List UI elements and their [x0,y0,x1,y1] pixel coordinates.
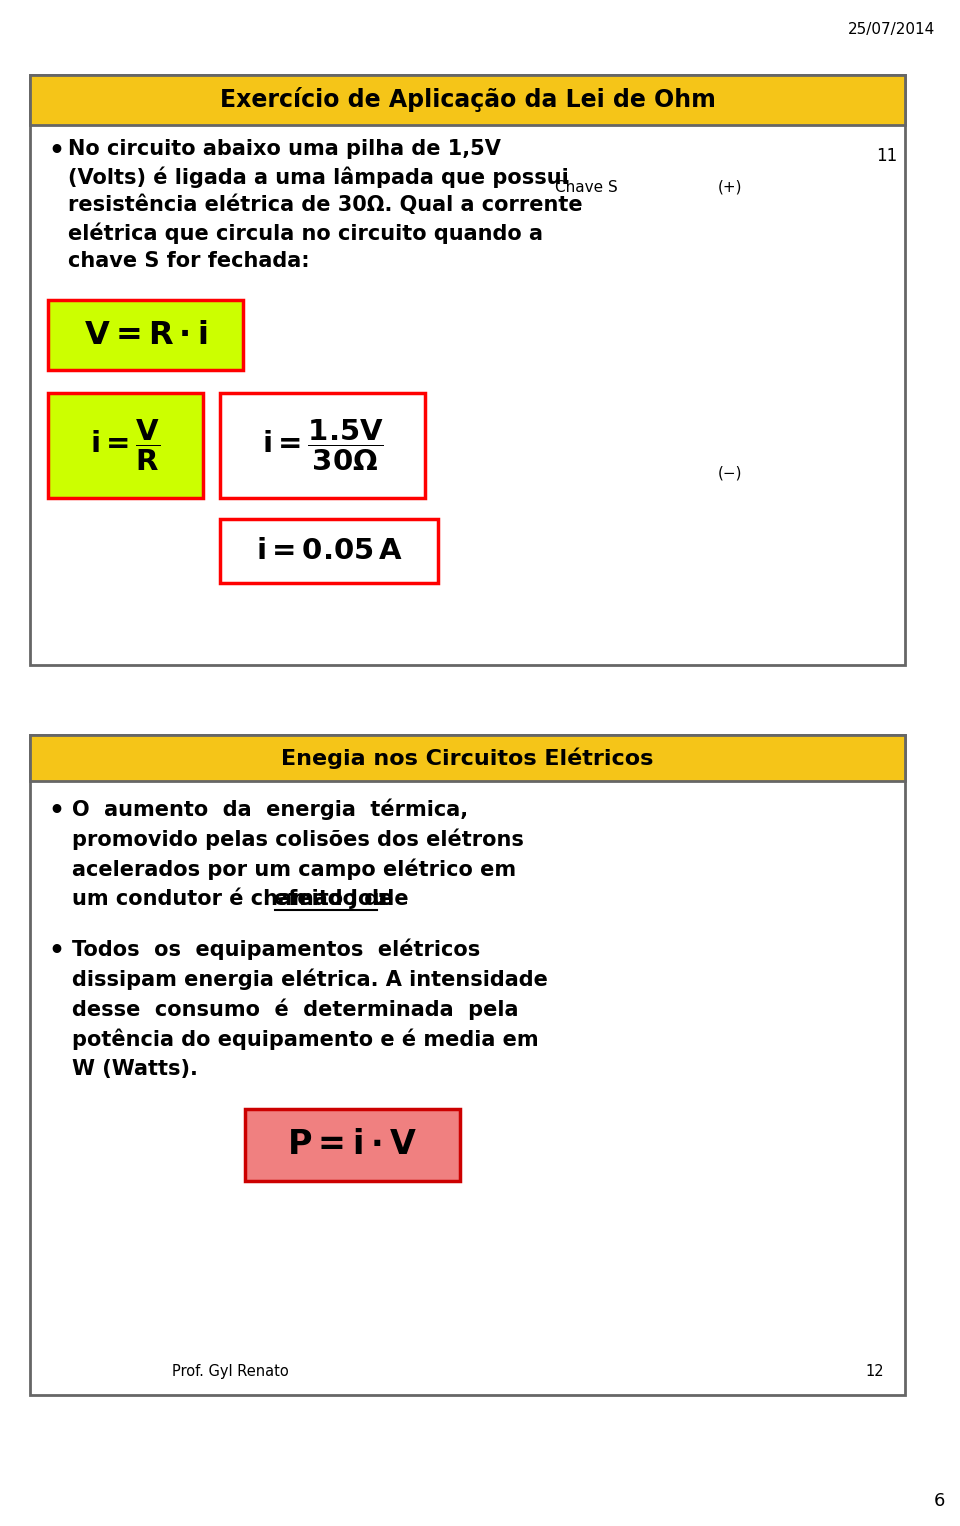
Text: Chave S: Chave S [555,180,617,195]
FancyBboxPatch shape [30,75,905,125]
Text: No circuito abaixo uma pilha de 1,5V: No circuito abaixo uma pilha de 1,5V [68,139,501,159]
Text: Todos  os  equipamentos  elétricos: Todos os equipamentos elétricos [72,938,480,960]
FancyBboxPatch shape [48,301,243,369]
Text: O  aumento  da  energia  térmica,: O aumento da energia térmica, [72,800,468,821]
Text: :: : [376,890,385,909]
FancyBboxPatch shape [245,1109,460,1181]
FancyBboxPatch shape [30,75,905,665]
Text: efeito Joule: efeito Joule [275,890,409,909]
Text: 12: 12 [866,1364,884,1380]
Text: 11: 11 [876,146,897,165]
Text: resistência elétrica de 30Ω. Qual a corrente: resistência elétrica de 30Ω. Qual a corr… [68,195,583,215]
Text: 25/07/2014: 25/07/2014 [848,21,935,37]
Text: potência do equipamento e é media em: potência do equipamento e é media em [72,1029,539,1050]
FancyBboxPatch shape [48,394,203,497]
Text: acelerados por um campo elétrico em: acelerados por um campo elétrico em [72,859,516,881]
FancyBboxPatch shape [220,394,425,497]
Text: W (Watts).: W (Watts). [72,1059,198,1079]
Text: $\mathbf{P = i \cdot V}$: $\mathbf{P = i \cdot V}$ [287,1129,418,1161]
FancyBboxPatch shape [30,736,905,781]
Text: desse  consumo  é  determinada  pela: desse consumo é determinada pela [72,1000,518,1021]
Text: $\mathbf{i = \dfrac{1.5V}{30\Omega}}$: $\mathbf{i = \dfrac{1.5V}{30\Omega}}$ [261,418,383,473]
Text: (−): (−) [718,465,742,481]
Text: Prof. Gyl Renato: Prof. Gyl Renato [172,1364,288,1380]
Text: dissipam energia elétrica. A intensidade: dissipam energia elétrica. A intensidade [72,969,548,990]
Text: $\mathbf{i = \dfrac{V}{R}}$: $\mathbf{i = \dfrac{V}{R}}$ [90,418,160,473]
Text: (Volts) é ligada a uma lâmpada que possui: (Volts) é ligada a uma lâmpada que possu… [68,166,568,189]
Text: $\mathbf{i = 0.05\,A}$: $\mathbf{i = 0.05\,A}$ [255,537,402,565]
Text: $\mathbf{V = R \cdot i}$: $\mathbf{V = R \cdot i}$ [84,319,207,351]
Text: •: • [48,139,64,163]
Text: Enegia nos Circuitos Elétricos: Enegia nos Circuitos Elétricos [281,748,654,769]
Text: chave S for fechada:: chave S for fechada: [68,250,310,272]
Text: um condutor é chamado de: um condutor é chamado de [72,890,400,909]
Text: (+): (+) [718,180,742,195]
Text: •: • [48,800,64,823]
FancyBboxPatch shape [30,736,905,1395]
FancyBboxPatch shape [220,519,438,583]
Text: •: • [48,938,64,963]
Text: promovido pelas colisões dos elétrons: promovido pelas colisões dos elétrons [72,829,524,850]
Text: elétrica que circula no circuito quando a: elétrica que circula no circuito quando … [68,223,543,244]
Text: 6: 6 [934,1492,945,1511]
Text: Exercício de Aplicação da Lei de Ohm: Exercício de Aplicação da Lei de Ohm [220,87,715,113]
